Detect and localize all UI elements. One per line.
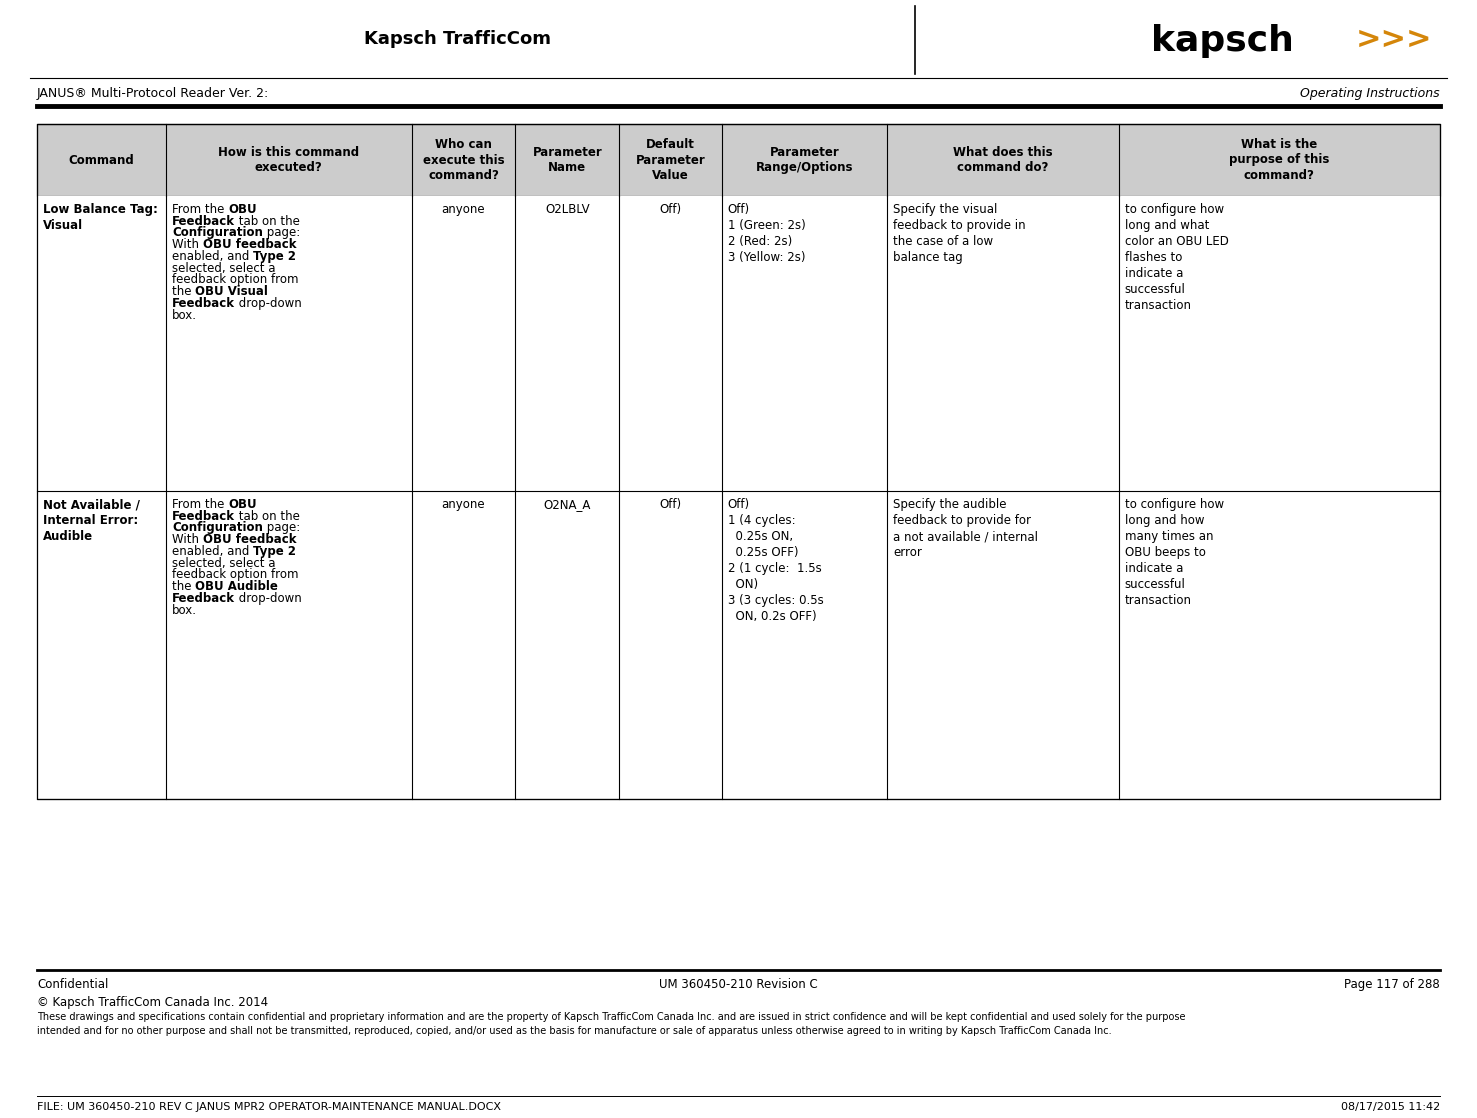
Text: What does this
command do?: What does this command do? xyxy=(953,145,1053,174)
Text: the: the xyxy=(171,580,195,594)
Text: Who can
execute this
command?: Who can execute this command? xyxy=(422,138,504,182)
Text: tab on the: tab on the xyxy=(235,510,300,523)
Text: Page 117 of 288: Page 117 of 288 xyxy=(1344,978,1440,991)
Bar xyxy=(37,491,1440,799)
Text: tab on the: tab on the xyxy=(235,215,300,228)
Text: feedback option from: feedback option from xyxy=(171,568,298,581)
Text: box.: box. xyxy=(171,309,196,322)
Text: Specify the visual
feedback to provide in
the case of a low
balance tag: Specify the visual feedback to provide i… xyxy=(894,203,1027,264)
Text: OBU: OBU xyxy=(227,498,257,511)
Text: Default
Parameter
Value: Default Parameter Value xyxy=(635,138,706,182)
Text: feedback option from: feedback option from xyxy=(171,274,298,286)
Text: the: the xyxy=(171,285,195,299)
Text: to configure how
long and how
many times an
OBU beeps to
indicate a
successful
t: to configure how long and how many times… xyxy=(1125,498,1224,607)
Text: Type 2: Type 2 xyxy=(253,544,297,558)
Text: From the: From the xyxy=(171,498,227,511)
Text: kapsch: kapsch xyxy=(1151,23,1294,58)
Text: Specify the audible
feedback to provide for
a not available / internal
error: Specify the audible feedback to provide … xyxy=(894,498,1038,559)
Text: >>>: >>> xyxy=(1356,25,1433,54)
Text: Feedback: Feedback xyxy=(171,591,235,605)
Text: selected, select a: selected, select a xyxy=(171,262,276,275)
Text: Not Available /
Internal Error:
Audible: Not Available / Internal Error: Audible xyxy=(43,498,140,543)
Text: Type 2: Type 2 xyxy=(253,250,297,263)
Text: © Kapsch TrafficCom Canada Inc. 2014: © Kapsch TrafficCom Canada Inc. 2014 xyxy=(37,996,267,1010)
Text: enabled, and: enabled, and xyxy=(171,250,253,263)
Text: O2LBLV: O2LBLV xyxy=(545,203,589,216)
Bar xyxy=(37,196,1440,491)
Text: UM 360450-210 Revision C: UM 360450-210 Revision C xyxy=(659,978,818,991)
Text: Operating Instructions: Operating Instructions xyxy=(1300,87,1440,101)
Text: page:: page: xyxy=(263,227,300,239)
Text: Feedback: Feedback xyxy=(171,510,235,523)
Text: Parameter
Range/Options: Parameter Range/Options xyxy=(756,145,854,174)
Text: Off): Off) xyxy=(659,498,681,511)
Bar xyxy=(37,124,1440,196)
Text: Off): Off) xyxy=(659,203,681,216)
Text: Configuration: Configuration xyxy=(171,227,263,239)
Text: What is the
purpose of this
command?: What is the purpose of this command? xyxy=(1229,138,1329,182)
Text: to configure how
long and what
color an OBU LED
flashes to
indicate a
successful: to configure how long and what color an … xyxy=(1125,203,1229,312)
Text: Off)
1 (Green: 2s)
2 (Red: 2s)
3 (Yellow: 2s): Off) 1 (Green: 2s) 2 (Red: 2s) 3 (Yellow… xyxy=(728,203,805,264)
Text: drop-down: drop-down xyxy=(235,591,301,605)
Text: drop-down: drop-down xyxy=(235,297,301,310)
Text: JANUS® Multi-Protocol Reader Ver. 2:: JANUS® Multi-Protocol Reader Ver. 2: xyxy=(37,87,269,101)
Text: Parameter
Name: Parameter Name xyxy=(532,145,603,174)
Text: box.: box. xyxy=(171,604,196,616)
Text: Low Balance Tag:
Visual: Low Balance Tag: Visual xyxy=(43,203,158,233)
Text: OBU Audible: OBU Audible xyxy=(195,580,278,594)
Text: OBU feedback: OBU feedback xyxy=(202,533,297,547)
Text: enabled, and: enabled, and xyxy=(171,544,253,558)
Text: Configuration: Configuration xyxy=(171,521,263,534)
Text: With: With xyxy=(171,238,202,252)
Text: FILE: UM 360450-210 REV C JANUS MPR2 OPERATOR-MAINTENANCE MANUAL.DOCX: FILE: UM 360450-210 REV C JANUS MPR2 OPE… xyxy=(37,1102,501,1112)
Text: OBU Visual: OBU Visual xyxy=(195,285,269,299)
Text: From the: From the xyxy=(171,203,227,216)
Text: These drawings and specifications contain confidential and proprietary informati: These drawings and specifications contai… xyxy=(37,1012,1186,1022)
Text: How is this command
executed?: How is this command executed? xyxy=(219,145,359,174)
Text: anyone: anyone xyxy=(442,203,486,216)
Text: Off)
1 (4 cycles:
  0.25s ON,
  0.25s OFF)
2 (1 cycle:  1.5s
  ON)
3 (3 cycles: : Off) 1 (4 cycles: 0.25s ON, 0.25s OFF) 2… xyxy=(728,498,823,623)
Text: With: With xyxy=(171,533,202,547)
Text: O2NA_A: O2NA_A xyxy=(544,498,591,511)
Text: Command: Command xyxy=(68,153,134,167)
Text: OBU feedback: OBU feedback xyxy=(202,238,297,252)
Text: Feedback: Feedback xyxy=(171,215,235,228)
Text: OBU: OBU xyxy=(227,203,257,216)
Text: page:: page: xyxy=(263,521,300,534)
Text: anyone: anyone xyxy=(442,498,486,511)
Text: Confidential: Confidential xyxy=(37,978,108,991)
Text: 08/17/2015 11:42: 08/17/2015 11:42 xyxy=(1341,1102,1440,1112)
Text: intended and for no other purpose and shall not be transmitted, reproduced, copi: intended and for no other purpose and sh… xyxy=(37,1026,1112,1036)
Text: Kapsch TrafficCom: Kapsch TrafficCom xyxy=(363,30,551,48)
Text: Feedback: Feedback xyxy=(171,297,235,310)
Text: selected, select a: selected, select a xyxy=(171,557,276,570)
Bar xyxy=(37,124,1440,799)
